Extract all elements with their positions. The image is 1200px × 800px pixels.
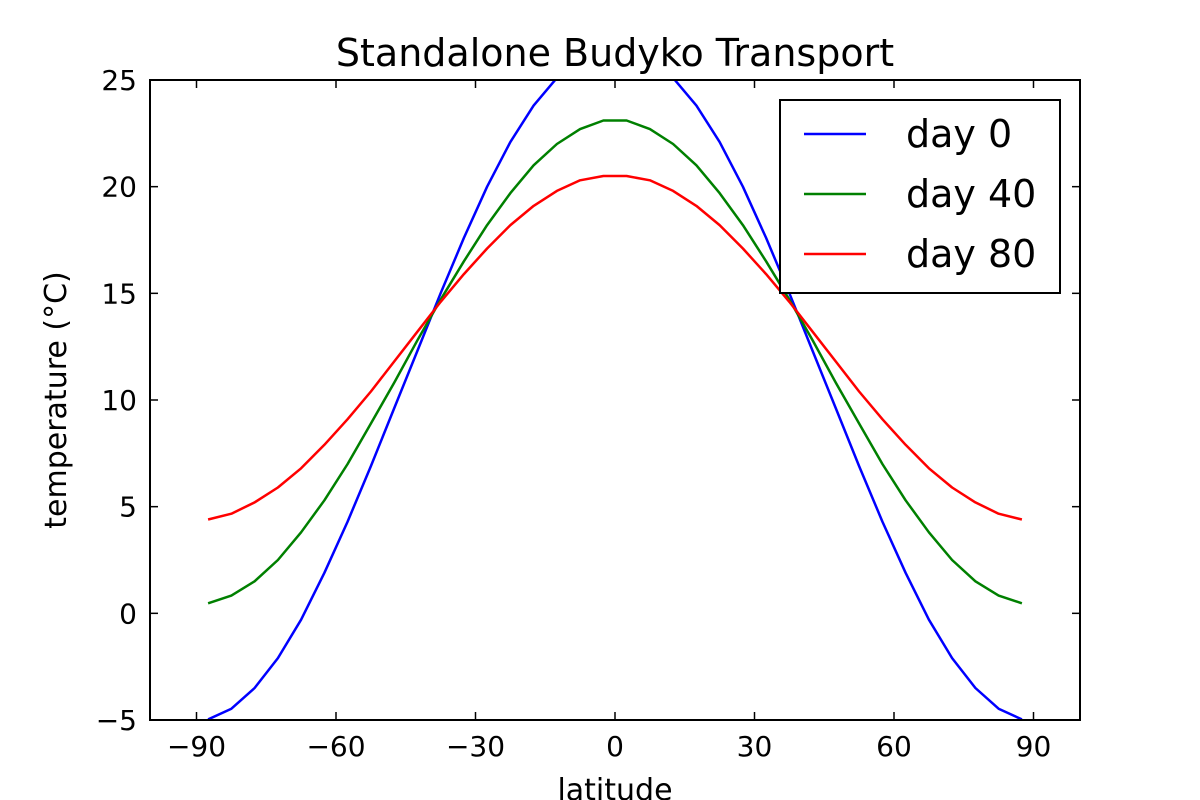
y-tick-label: 25 xyxy=(101,64,137,97)
x-tick-label: 0 xyxy=(606,730,624,763)
x-tick-label: 90 xyxy=(1016,730,1052,763)
x-tick-label: −60 xyxy=(306,730,365,763)
legend-label-3: day 80 xyxy=(906,232,1036,276)
legend-label-1: day 0 xyxy=(906,112,1012,156)
y-tick-label: 15 xyxy=(101,277,137,310)
legend-entries: day 0 day 40 day 80 xyxy=(804,112,1036,276)
legend-box xyxy=(779,99,1061,294)
y-tick-label: 10 xyxy=(101,384,137,417)
y-tick-label: −5 xyxy=(96,704,137,737)
legend: day 0 day 40 day 80 xyxy=(779,99,1061,294)
x-tick-label: 60 xyxy=(876,730,912,763)
y-axis-label: temperature (°C) xyxy=(39,271,74,528)
x-axis-label: latitude xyxy=(557,773,672,800)
axis-ticks xyxy=(150,79,1080,721)
series-line-3 xyxy=(207,174,1023,521)
legend-label-2: day 40 xyxy=(906,172,1036,216)
plot-frame xyxy=(149,79,1081,721)
x-tick-labels: −90 −60 −30 0 30 60 90 xyxy=(167,730,1051,763)
chart-title: Standalone Budyko Transport xyxy=(336,31,894,75)
x-tick-label: −90 xyxy=(167,730,226,763)
series-line-1 xyxy=(207,80,1023,720)
series-lines xyxy=(207,80,1023,720)
y-tick-label: 5 xyxy=(119,491,137,524)
y-tick-label: 20 xyxy=(101,171,137,204)
y-tick-label: 0 xyxy=(119,597,137,630)
x-tick-label: −30 xyxy=(446,730,505,763)
series-line-2 xyxy=(207,119,1023,605)
x-tick-label: 30 xyxy=(737,730,773,763)
y-tick-labels: −5 0 5 10 15 20 25 xyxy=(96,64,137,737)
